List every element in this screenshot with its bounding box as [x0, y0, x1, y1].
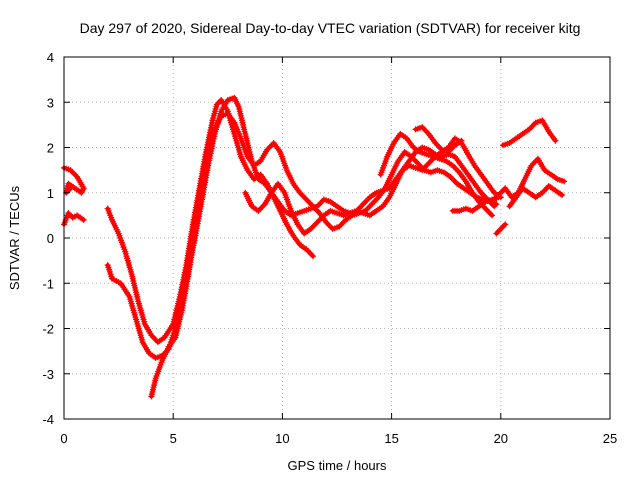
- x-tick-label: 0: [60, 431, 67, 446]
- data-point: [561, 178, 568, 185]
- data-point: [502, 221, 509, 228]
- series-arc-1: [61, 164, 87, 196]
- y-tick-label: 2: [47, 141, 54, 156]
- series-arc-10: [493, 221, 509, 237]
- y-tick-label: 1: [47, 186, 54, 201]
- series-line: [490, 156, 567, 204]
- y-tick-label: -3: [42, 367, 54, 382]
- data-point: [493, 201, 500, 208]
- x-tick-label: 15: [384, 431, 398, 446]
- data-point: [80, 216, 87, 223]
- series-arc-8: [412, 124, 465, 155]
- series-arc-12: [489, 155, 568, 205]
- y-axis-label: SDTVAR / TECUs: [7, 185, 22, 290]
- y-tick-label: -2: [42, 322, 54, 337]
- data-point: [67, 185, 74, 192]
- series-arc-11: [500, 117, 559, 149]
- y-tick-label: 3: [47, 95, 54, 110]
- x-tick-label: 5: [170, 431, 177, 446]
- y-tick-label: 4: [47, 50, 54, 65]
- plot-data: [61, 94, 568, 400]
- y-tick-label: 0: [47, 231, 54, 246]
- y-tick-label: -4: [42, 412, 54, 427]
- y-tick-label: -1: [42, 276, 54, 291]
- x-axis-label: GPS time / hours: [288, 458, 387, 473]
- series-arc-3: [104, 97, 316, 346]
- chart-title: Day 297 of 2020, Sidereal Day-to-day VTE…: [80, 20, 581, 36]
- data-point: [489, 212, 496, 219]
- data-point: [552, 137, 559, 144]
- series-arc-13: [506, 183, 565, 210]
- x-tick-label: 20: [494, 431, 508, 446]
- x-tick-label: 10: [275, 431, 289, 446]
- series-arc-7: [377, 130, 496, 219]
- x-tick-label: 25: [603, 431, 617, 446]
- grid: [64, 57, 610, 419]
- data-point: [458, 137, 465, 144]
- data-point: [310, 253, 316, 260]
- data-point: [559, 192, 565, 198]
- series-arc-2: [61, 210, 87, 228]
